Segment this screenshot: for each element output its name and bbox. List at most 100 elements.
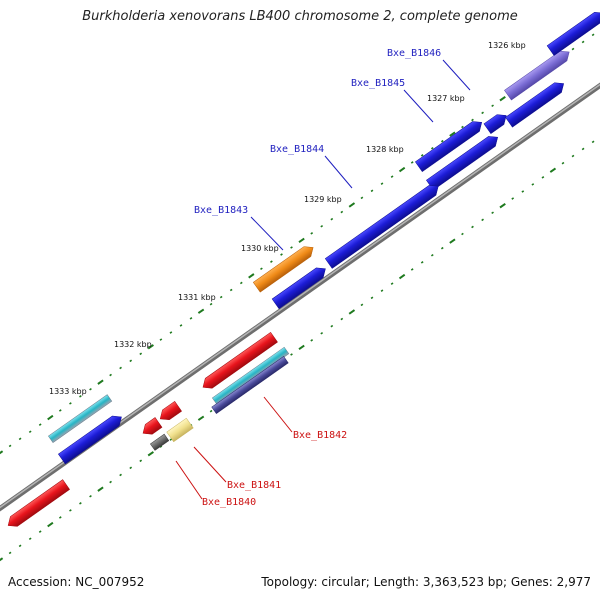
major-tick-mark xyxy=(248,273,255,279)
minor-tick-mark xyxy=(8,444,12,448)
leader-line-bxe-b1843 xyxy=(250,216,284,251)
minor-tick-mark xyxy=(591,140,595,144)
gene-bar-blue-1[interactable] xyxy=(546,8,600,56)
kbp-label-1330: 1330 kbp xyxy=(241,244,279,253)
gene-bar-red-small-2[interactable] xyxy=(140,417,163,438)
gene-label-bxe-b1842[interactable]: Bxe_B1842 xyxy=(293,430,347,441)
major-tick-mark xyxy=(398,166,406,173)
accession-text: Accession: NC_007952 xyxy=(8,575,145,589)
minor-tick-mark xyxy=(320,224,324,228)
leader-line-bxe-b1842 xyxy=(263,396,293,433)
leader-line-bxe-b1845 xyxy=(403,89,434,123)
minor-tick-mark xyxy=(169,331,173,334)
major-tick-mark xyxy=(499,202,506,209)
minor-tick-mark xyxy=(390,282,394,285)
genome-summary-text: Topology: circular; Length: 3,363,523 bp… xyxy=(261,575,591,589)
gene-bar-orange[interactable] xyxy=(252,243,316,293)
gene-bar-blue-5[interactable] xyxy=(58,412,125,465)
minor-tick-mark xyxy=(28,430,32,434)
major-tick-mark xyxy=(97,379,104,385)
minor-tick-mark xyxy=(28,537,32,541)
minor-tick-mark xyxy=(481,111,484,115)
forward-strand-genes xyxy=(48,8,600,465)
minor-tick-mark xyxy=(209,409,213,413)
gene-bar-cream-bxe-b1841[interactable] xyxy=(166,417,194,443)
gene-label-bxe-b1845[interactable]: Bxe_B1845 xyxy=(351,78,405,89)
minor-tick-mark xyxy=(139,352,143,356)
minor-tick-mark xyxy=(420,261,424,264)
gene-bar-red-bxe-b1842[interactable] xyxy=(200,331,278,392)
gene-label-bxe-b1841[interactable]: Bxe_B1841 xyxy=(227,480,281,491)
minor-tick-mark xyxy=(390,175,394,178)
gene-bar-navy-reverse[interactable] xyxy=(211,356,289,414)
reverse-strand-genes xyxy=(5,331,290,531)
minor-tick-mark xyxy=(18,544,22,548)
gene-bar-red-small-1[interactable] xyxy=(157,400,182,423)
minor-tick-mark xyxy=(89,494,92,498)
gene-bar-teal-reverse[interactable] xyxy=(211,346,290,405)
kbp-label-1333: 1333 kbp xyxy=(49,387,87,396)
gene-bar-blue-bxe-b1843[interactable] xyxy=(324,181,441,269)
minor-tick-mark xyxy=(571,47,575,51)
minor-tick-mark xyxy=(320,331,324,335)
minor-tick-mark xyxy=(239,281,243,285)
gene-bar-blue-4[interactable] xyxy=(271,264,329,310)
minor-tick-mark xyxy=(330,324,334,328)
leader-line-bxe-b1844 xyxy=(324,155,353,189)
minor-tick-mark xyxy=(461,125,464,129)
minor-tick-mark xyxy=(380,289,384,292)
major-tick-mark xyxy=(0,450,4,455)
gene-bar-blue-bxe-b1845[interactable] xyxy=(414,117,485,172)
minor-tick-mark xyxy=(461,232,464,236)
minor-tick-mark xyxy=(310,339,314,342)
minor-tick-mark xyxy=(69,402,72,405)
major-tick-mark xyxy=(398,273,406,280)
minor-tick-mark xyxy=(109,373,112,377)
kbp-label-1332: 1332 kbp xyxy=(114,340,152,349)
minor-tick-mark xyxy=(119,473,122,477)
minor-tick-mark xyxy=(340,210,344,214)
major-tick-mark xyxy=(348,202,356,208)
gene-bar-lavender-forward[interactable] xyxy=(504,47,572,101)
minor-tick-mark xyxy=(430,146,434,150)
major-tick-mark xyxy=(449,238,456,244)
leader-line-bxe-b1841 xyxy=(193,446,227,483)
minor-tick-mark xyxy=(370,296,374,300)
major-tick-mark xyxy=(47,521,54,528)
minor-tick-mark xyxy=(18,437,22,441)
major-tick-mark xyxy=(449,131,456,137)
major-tick-mark xyxy=(499,95,506,102)
minor-tick-mark xyxy=(79,395,82,398)
leader-line-bxe-b1840 xyxy=(175,460,203,500)
minor-tick-mark xyxy=(139,459,143,463)
minor-tick-mark xyxy=(38,530,42,533)
major-tick-mark xyxy=(549,167,557,173)
leader-line-bxe-b1846 xyxy=(442,59,471,91)
gene-bar-red-bottom[interactable] xyxy=(5,479,70,531)
gene-label-bxe-b1843[interactable]: Bxe_B1843 xyxy=(194,205,248,216)
gene-label-bxe-b1844[interactable]: Bxe_B1844 xyxy=(270,144,324,155)
minor-tick-mark xyxy=(511,197,515,200)
minor-tick-mark xyxy=(179,324,183,327)
minor-tick-mark xyxy=(209,302,213,306)
gene-bar-blue-2[interactable] xyxy=(505,79,567,128)
gene-label-bxe-b1846[interactable]: Bxe_B1846 xyxy=(387,48,441,59)
minor-tick-mark xyxy=(491,104,494,108)
major-tick-mark xyxy=(197,415,205,421)
minor-tick-mark xyxy=(229,288,233,292)
minor-tick-mark xyxy=(410,268,414,271)
tick-track-group xyxy=(0,33,595,562)
gene-bar-teal-forward[interactable] xyxy=(48,394,113,443)
major-tick-mark xyxy=(298,237,305,244)
gene-label-bxe-b1840[interactable]: Bxe_B1840 xyxy=(202,497,256,508)
minor-tick-mark xyxy=(591,33,595,37)
minor-tick-mark xyxy=(159,445,163,448)
minor-tick-mark xyxy=(370,189,374,193)
minor-tick-mark xyxy=(58,409,62,412)
minor-tick-mark xyxy=(8,551,12,555)
gene-bar-blue-3[interactable] xyxy=(483,111,510,134)
gene-bar-grey-bxe-b1840[interactable] xyxy=(149,433,170,451)
minor-tick-mark xyxy=(541,176,545,179)
